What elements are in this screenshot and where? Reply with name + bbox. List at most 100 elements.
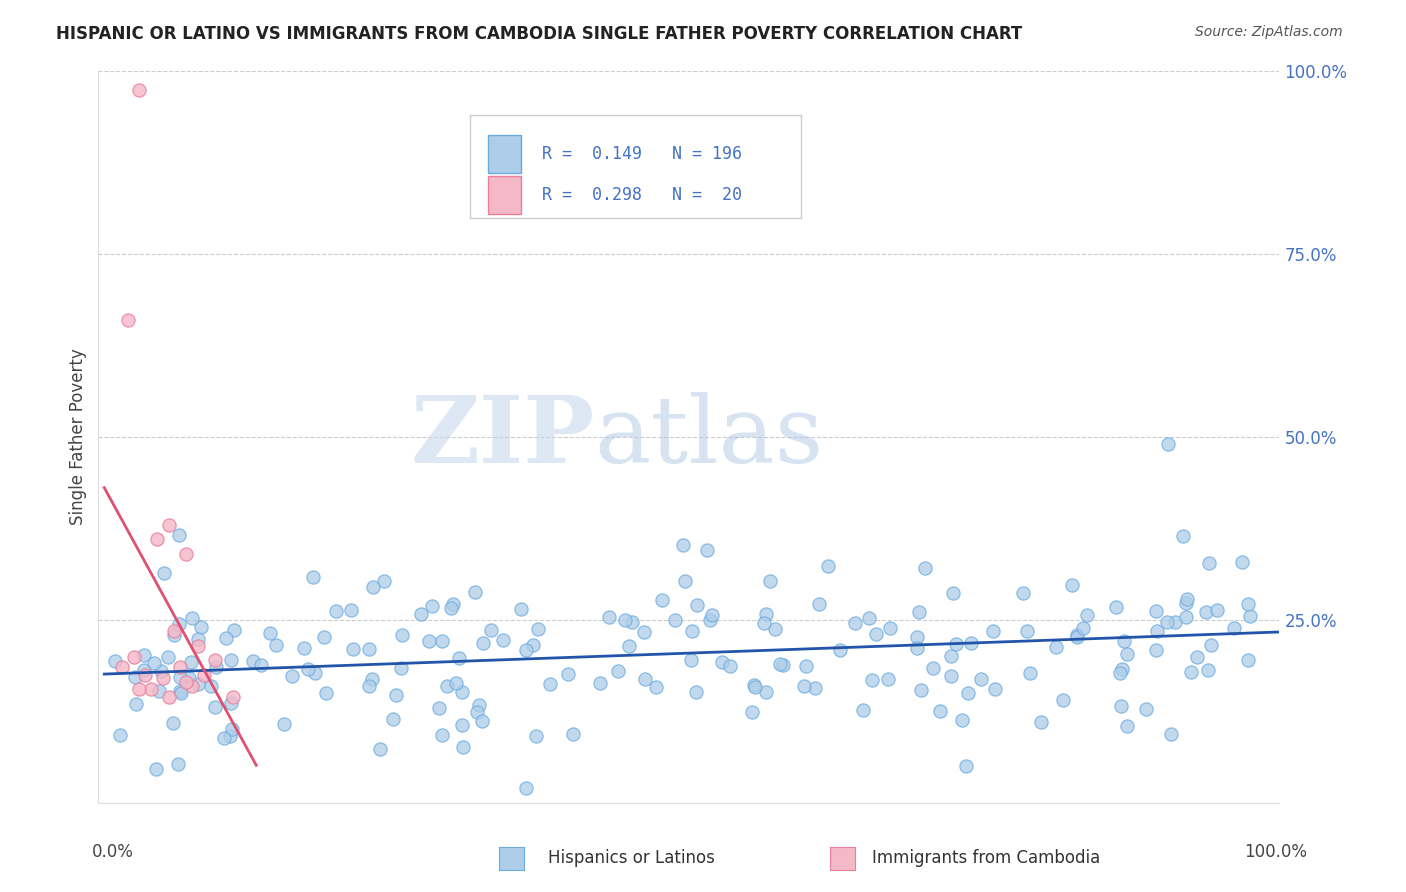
Point (879, 621, 901, 635)
Point (711, 655, 734, 669)
Point (1109, 666, 1132, 681)
Point (852, 702, 875, 716)
Point (180, 655, 202, 669)
Point (1116, 719, 1139, 733)
Point (515, 781, 537, 796)
Point (451, 717, 474, 731)
Point (679, 653, 702, 667)
Point (221, 722, 243, 736)
Point (266, 638, 288, 652)
Point (357, 642, 380, 657)
Point (922, 661, 945, 675)
Point (907, 605, 929, 619)
FancyBboxPatch shape (488, 176, 522, 214)
Point (432, 728, 454, 742)
Point (1171, 529, 1194, 543)
Point (617, 639, 640, 653)
Point (122, 649, 145, 664)
Point (956, 685, 979, 699)
Point (134, 648, 156, 662)
Point (427, 700, 450, 714)
Point (606, 664, 628, 678)
Point (340, 602, 363, 616)
Point (844, 616, 866, 631)
Point (465, 705, 488, 719)
Point (700, 607, 723, 622)
Point (651, 592, 673, 607)
Point (984, 682, 1007, 697)
Text: 0.0%: 0.0% (91, 843, 134, 861)
Text: Source: ZipAtlas.com: Source: ZipAtlas.com (1195, 25, 1343, 39)
Point (803, 681, 825, 695)
Point (177, 671, 200, 685)
Point (170, 686, 193, 700)
Point (1175, 609, 1198, 624)
Point (443, 597, 465, 611)
Point (515, 643, 537, 657)
Point (314, 630, 336, 644)
Point (382, 712, 405, 726)
Point (368, 742, 391, 756)
Point (117, 313, 139, 327)
Point (1060, 578, 1083, 592)
Point (242, 654, 264, 668)
Point (808, 597, 831, 611)
FancyBboxPatch shape (488, 136, 522, 173)
Point (292, 641, 315, 656)
Point (132, 663, 155, 677)
Point (204, 660, 226, 674)
Point (685, 684, 707, 698)
Point (273, 716, 295, 731)
Point (148, 684, 170, 698)
Point (1239, 609, 1261, 624)
Point (1237, 597, 1260, 611)
Point (686, 598, 709, 612)
Text: 100.0%: 100.0% (1244, 843, 1308, 861)
Point (391, 628, 413, 642)
Point (297, 662, 319, 676)
Point (1071, 621, 1094, 635)
Point (877, 672, 900, 686)
Point (763, 622, 786, 636)
Point (696, 542, 718, 557)
Point (315, 686, 337, 700)
Point (222, 690, 245, 704)
Point (905, 641, 928, 656)
Point (557, 666, 579, 681)
Point (1116, 647, 1139, 661)
Point (699, 613, 721, 627)
Point (479, 624, 502, 638)
Point (682, 624, 704, 639)
Point (1076, 607, 1098, 622)
Point (342, 641, 364, 656)
Point (128, 682, 150, 697)
Point (361, 580, 384, 594)
Point (193, 667, 215, 681)
Point (221, 652, 243, 666)
Point (621, 615, 644, 630)
Point (1111, 662, 1133, 676)
Point (409, 607, 432, 621)
Point (174, 675, 197, 690)
Point (1206, 603, 1229, 617)
Point (143, 657, 166, 671)
Point (524, 729, 547, 743)
Y-axis label: Single Father Poverty: Single Father Poverty (69, 349, 87, 525)
Point (204, 653, 226, 667)
Point (960, 635, 983, 649)
Point (860, 673, 883, 688)
Point (633, 624, 655, 639)
Point (510, 602, 533, 616)
Point (146, 533, 169, 547)
Point (357, 679, 380, 693)
Point (769, 657, 792, 671)
Point (914, 561, 936, 575)
Point (472, 635, 495, 649)
Point (156, 649, 179, 664)
Point (955, 759, 977, 773)
Point (942, 585, 965, 599)
Point (1045, 640, 1067, 654)
Point (1237, 653, 1260, 667)
Point (110, 728, 132, 742)
Point (759, 574, 782, 589)
